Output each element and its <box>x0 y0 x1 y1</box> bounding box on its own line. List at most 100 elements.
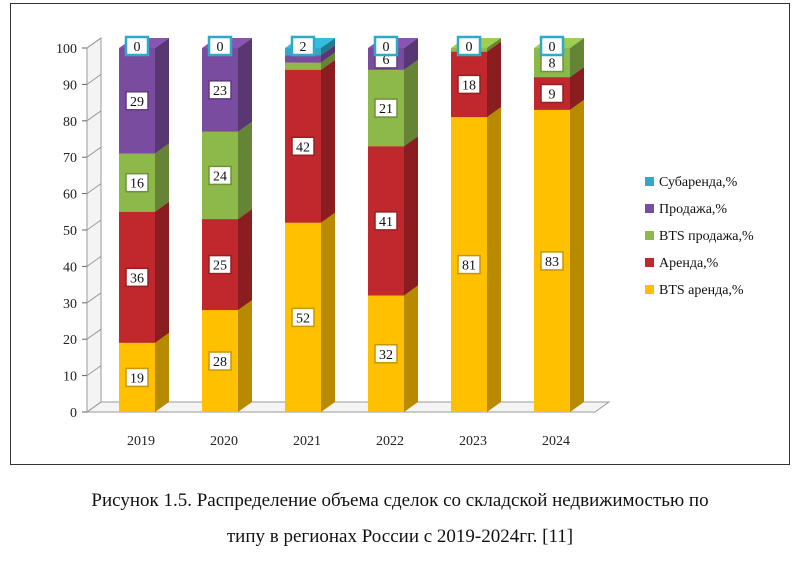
x-tick-label: 2021 <box>293 434 321 449</box>
x-tick-label: 2022 <box>376 434 404 449</box>
bar-segment <box>285 55 321 63</box>
data-label-box <box>374 211 398 231</box>
data-label-box <box>125 367 149 388</box>
bar-segment-side <box>487 38 501 52</box>
data-label: 9 <box>549 88 556 103</box>
bar-segment-side <box>238 300 252 412</box>
legend-entry: Субаренда,% <box>659 175 738 190</box>
bar-segment-side <box>404 38 418 70</box>
bar-segment-side <box>155 38 169 154</box>
figure-caption-line-1: Рисунок 1.5. Распределение объема сделок… <box>91 490 709 511</box>
data-label: 8 <box>549 57 556 72</box>
y-tick-label: 60 <box>63 188 77 203</box>
legend-entry: BTS аренда,% <box>659 283 744 298</box>
data-label-box <box>539 35 565 57</box>
y-tick-label: 10 <box>63 370 77 385</box>
data-label: 2 <box>300 40 307 55</box>
bar-segment-side <box>155 143 169 212</box>
legend-entry: BTS продажа,% <box>659 229 754 244</box>
y-gridline <box>86 292 102 304</box>
bar-segment-side <box>238 209 252 311</box>
data-label-box <box>125 172 149 193</box>
data-label: 29 <box>130 95 144 110</box>
data-label: 19 <box>130 371 144 386</box>
y-tick-label: 100 <box>56 42 77 57</box>
data-label-box <box>457 254 481 275</box>
data-label: 18 <box>462 78 476 93</box>
data-label: 32 <box>379 348 393 363</box>
legend-swatch <box>645 258 654 267</box>
bar-segment-side <box>321 38 335 56</box>
legend-entry: Аренда,% <box>659 256 719 271</box>
data-label-box <box>456 35 482 57</box>
data-label-box <box>290 35 316 57</box>
data-label: 0 <box>549 40 556 55</box>
bar-segment-side <box>404 136 418 296</box>
data-label-box <box>208 165 232 186</box>
bar-segment-side <box>487 41 501 118</box>
data-label: 52 <box>296 311 310 326</box>
bar-segment-side <box>155 201 169 343</box>
y-tick-label: 30 <box>63 297 77 312</box>
data-label-box <box>291 136 315 157</box>
x-tick-label: 2023 <box>459 434 487 449</box>
bar-segment-side <box>321 212 335 412</box>
data-label-box <box>125 91 149 111</box>
data-label: 81 <box>462 259 476 274</box>
legend-swatch <box>645 204 654 213</box>
data-label: 0 <box>134 40 141 55</box>
chart-frame: 0 10 20 30 40 50 60 70 80 90 100 19 36 16 29 0 2019 28 25 2… <box>10 3 790 465</box>
y-gridline <box>86 146 102 158</box>
bar-segment-side <box>321 45 335 63</box>
y-gridline <box>86 255 102 267</box>
y-gridline <box>86 37 102 49</box>
data-label-box <box>208 80 232 100</box>
y-tick-label: 80 <box>63 115 77 130</box>
legend-swatch <box>645 177 654 186</box>
data-label: 83 <box>545 255 559 270</box>
y-gridline <box>86 110 102 122</box>
y-gridline <box>86 73 102 85</box>
bar-segment-side <box>238 38 252 132</box>
data-label: 41 <box>379 215 393 230</box>
bar-segment-side <box>570 67 584 110</box>
data-label-box <box>374 344 398 364</box>
bar-segment <box>285 62 321 70</box>
y-tick-label: 90 <box>63 78 77 93</box>
y-tick-label: 0 <box>70 406 77 421</box>
data-label-box <box>374 98 398 118</box>
y-tick-label: 50 <box>63 224 77 239</box>
data-label-box <box>540 251 564 271</box>
stacked-bar-chart: 0102030405060708090100193616290201928252… <box>56 35 754 449</box>
data-label-box <box>291 307 315 328</box>
x-tick-label: 2020 <box>210 434 238 449</box>
data-label: 25 <box>213 259 227 274</box>
figure-caption-line-2: типу в регионах России с 2019-2024гг. [1… <box>226 526 574 547</box>
data-label: 36 <box>130 271 144 286</box>
legend-swatch <box>645 285 654 294</box>
data-label-box <box>125 267 149 288</box>
data-label: 0 <box>217 40 224 55</box>
data-label-box <box>540 83 564 104</box>
bar-segment-side <box>570 38 584 78</box>
data-label-box <box>373 35 399 57</box>
y-tick-label: 20 <box>63 333 77 348</box>
bar-segment-side <box>487 107 501 412</box>
bar-segment-side <box>321 59 335 223</box>
bar-segment-side <box>404 285 418 412</box>
y-gridline <box>86 365 102 377</box>
bar-segment-side <box>155 332 169 412</box>
data-label: 42 <box>296 140 310 155</box>
data-label-box <box>207 35 233 57</box>
y-tick-label: 40 <box>63 260 77 275</box>
data-label: 24 <box>213 169 227 184</box>
data-label: 23 <box>213 84 227 99</box>
bar-segment-side <box>404 59 418 147</box>
y-gridline <box>86 183 102 195</box>
data-label-box <box>208 351 232 371</box>
data-label: 6 <box>383 53 390 68</box>
legend-swatch <box>645 231 654 240</box>
data-label: 16 <box>130 177 144 192</box>
data-label: 28 <box>213 355 227 370</box>
y-gridline <box>86 328 102 340</box>
